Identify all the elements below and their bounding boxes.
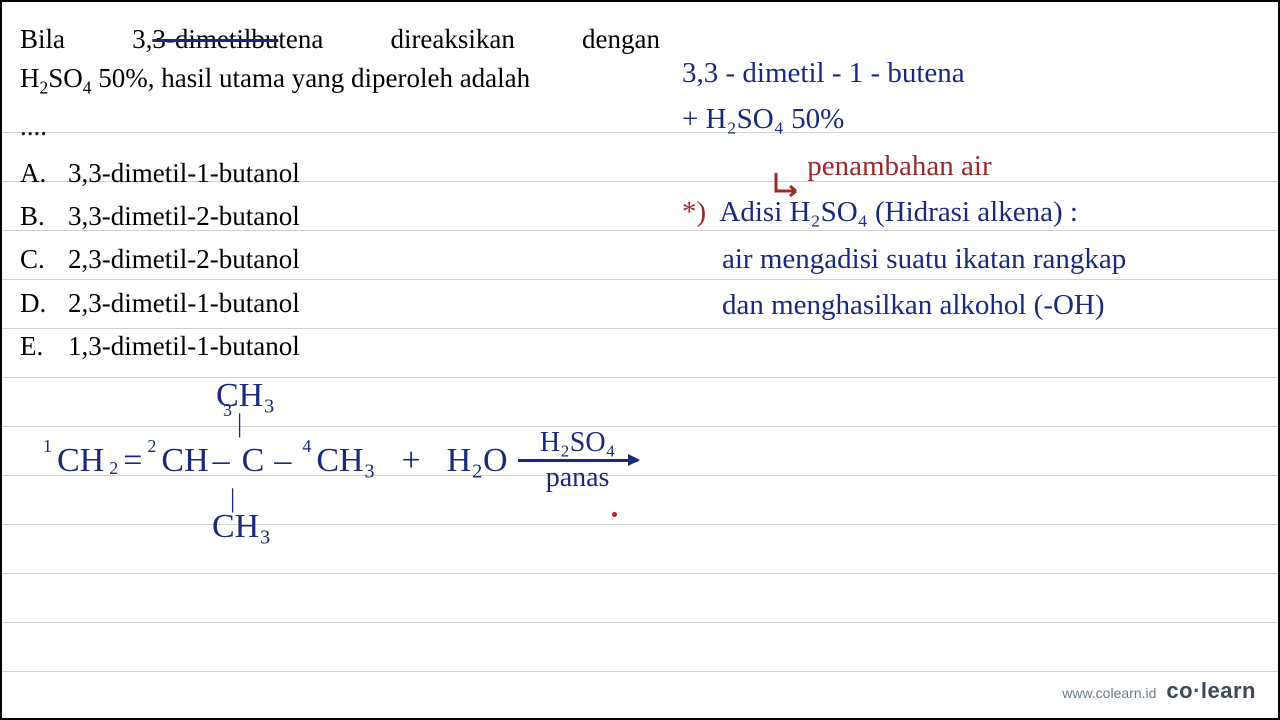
- options-list: A. 3,3-dimetil-1-butanol B. 3,3-dimetil-2-b…: [20, 154, 660, 366]
- option-text: 2,3-dimetil-2-butanol: [68, 240, 300, 279]
- handwritten-notes: 3,3 - dimetil - 1 - butena + H₂SO₄ 50% p…: [682, 50, 1262, 328]
- carbon-4-label: 4: [302, 436, 311, 457]
- brand-logo: co·learn: [1166, 678, 1256, 704]
- reaction-arrow: H₂SO₄ panas: [518, 427, 638, 494]
- option-row: B. 3,3-dimetil-2-butanol: [20, 197, 660, 236]
- question-line-1: Bila 3,3-dimetilbutena direaksikan denga…: [20, 20, 660, 59]
- eq-ch3-bot: CH₃: [212, 508, 271, 546]
- brand-url: www.colearn.id: [1062, 685, 1156, 701]
- note-line: 3,3 - dimetil - 1 - butena: [682, 50, 1262, 96]
- q-word: dengan: [582, 20, 660, 59]
- strikethrough-text: 3-dimetilbu: [152, 24, 278, 54]
- option-text: 3,3-dimetil-1-butanol: [68, 154, 300, 193]
- option-row: A. 3,3-dimetil-1-butanol: [20, 154, 660, 193]
- option-row: C. 2,3-dimetil-2-butanol: [20, 240, 660, 279]
- note-line: air mengadisi suatu ikatan rangkap: [682, 236, 1262, 282]
- note-red-text: penambahan air: [807, 150, 991, 182]
- note-line: dan menghasilkan alkohol (-OH): [682, 282, 1262, 328]
- q-word: direaksikan: [390, 20, 514, 59]
- note-line: *) Adisi H₂SO₄ (Hidrasi alkena) :: [682, 189, 1262, 235]
- note-line: penambahan air: [682, 143, 1262, 189]
- eq-h2o: H₂O: [447, 442, 508, 480]
- arrow-line-icon: [518, 459, 638, 462]
- red-dot-icon: [612, 512, 617, 517]
- note-bullet: *): [682, 196, 706, 228]
- chemical-equation: CH₃ 3 | 1 CH2 = 2 CH – C – 4 CH₃ + H₂O H…: [42, 377, 692, 546]
- question-dots: ....: [20, 107, 660, 146]
- option-letter: D.: [20, 284, 50, 323]
- arrow-top-label: H₂SO₄: [540, 427, 616, 459]
- eq-vbar: |: [237, 409, 242, 439]
- carbon-2-label: 2: [147, 436, 156, 457]
- eq-plus: +: [401, 442, 420, 480]
- option-text: 1,3-dimetil-1-butanol: [68, 327, 300, 366]
- option-text: 3,3-dimetil-2-butanol: [68, 197, 300, 236]
- option-letter: A.: [20, 154, 50, 193]
- q-word: 3,3-dimetilbutena: [132, 20, 323, 59]
- question-line-2: H2SO4 50%, hasil utama yang diperoleh ad…: [20, 59, 660, 101]
- option-letter: C.: [20, 240, 50, 279]
- arrow-bottom-label: panas: [546, 462, 610, 494]
- carbon-1-label: 1: [43, 436, 52, 457]
- option-row: D. 2,3-dimetil-1-butanol: [20, 284, 660, 323]
- note-line: + H₂SO₄ 50%: [682, 96, 1262, 142]
- option-letter: E.: [20, 327, 50, 366]
- option-letter: B.: [20, 197, 50, 236]
- brand-footer: www.colearn.id co·learn: [1062, 678, 1256, 704]
- question-block: Bila 3,3-dimetilbutena direaksikan denga…: [20, 20, 660, 366]
- option-row: E. 1,3-dimetil-1-butanol: [20, 327, 660, 366]
- q-word: Bila: [20, 20, 65, 59]
- option-text: 2,3-dimetil-1-butanol: [68, 284, 300, 323]
